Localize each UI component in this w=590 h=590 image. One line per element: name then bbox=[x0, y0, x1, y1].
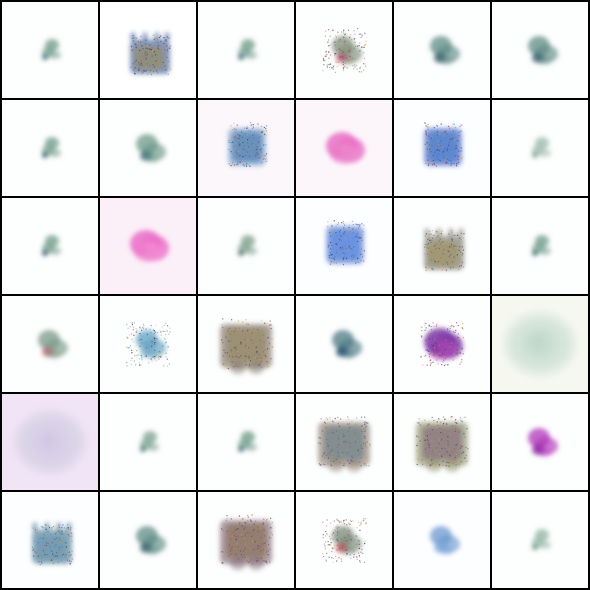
generated-sample-image bbox=[296, 2, 392, 98]
grid-tile bbox=[394, 100, 490, 196]
grid-tile bbox=[492, 100, 588, 196]
generated-sample-image bbox=[492, 198, 588, 294]
grid-tile bbox=[394, 198, 490, 294]
generated-sample-image bbox=[100, 100, 196, 196]
generated-sample-image bbox=[296, 394, 392, 490]
generated-sample-image bbox=[2, 100, 98, 196]
generated-sample-image bbox=[2, 198, 98, 294]
generated-sample-image bbox=[100, 296, 196, 392]
generated-sample-image bbox=[492, 2, 588, 98]
grid-tile bbox=[100, 198, 196, 294]
generated-sample-image bbox=[2, 296, 98, 392]
grid-tile bbox=[198, 2, 294, 98]
grid-tile bbox=[394, 394, 490, 490]
generated-sample-image bbox=[492, 100, 588, 196]
grid-tile bbox=[296, 198, 392, 294]
generated-sample-image bbox=[2, 492, 98, 588]
generated-sample-image bbox=[2, 2, 98, 98]
grid-tile bbox=[2, 100, 98, 196]
grid-tile bbox=[100, 394, 196, 490]
grid-tile bbox=[100, 2, 196, 98]
grid-tile bbox=[394, 2, 490, 98]
grid-tile bbox=[296, 394, 392, 490]
grid-tile bbox=[2, 2, 98, 98]
grid-tile bbox=[296, 296, 392, 392]
generated-sample-image bbox=[296, 198, 392, 294]
generated-sample-image bbox=[394, 492, 490, 588]
grid-tile bbox=[100, 492, 196, 588]
grid-tile bbox=[2, 492, 98, 588]
generated-sample-image bbox=[198, 492, 294, 588]
generated-sample-image bbox=[100, 492, 196, 588]
generated-sample-image bbox=[492, 492, 588, 588]
grid-tile bbox=[198, 492, 294, 588]
generated-sample-image bbox=[296, 100, 392, 196]
grid-tile bbox=[100, 296, 196, 392]
grid-tile bbox=[492, 198, 588, 294]
grid-tile bbox=[198, 296, 294, 392]
generated-sample-image bbox=[198, 198, 294, 294]
generated-sample-image bbox=[296, 492, 392, 588]
generated-sample-image bbox=[198, 2, 294, 98]
grid-tile bbox=[2, 394, 98, 490]
grid-tile bbox=[100, 100, 196, 196]
generated-sample-image bbox=[198, 296, 294, 392]
grid-tile bbox=[2, 198, 98, 294]
generated-sample-image bbox=[100, 394, 196, 490]
generated-sample-image bbox=[394, 100, 490, 196]
grid-tile bbox=[198, 198, 294, 294]
generated-sample-image bbox=[394, 198, 490, 294]
grid-tile bbox=[296, 100, 392, 196]
grid-tile bbox=[492, 492, 588, 588]
generated-sample-image bbox=[394, 2, 490, 98]
generated-sample-image bbox=[394, 296, 490, 392]
grid-tile bbox=[2, 296, 98, 392]
grid-tile bbox=[492, 2, 588, 98]
grid-tile bbox=[198, 394, 294, 490]
grid-tile bbox=[198, 100, 294, 196]
generated-sample-image bbox=[2, 394, 98, 490]
grid-tile bbox=[394, 296, 490, 392]
grid-tile bbox=[296, 492, 392, 588]
generated-sample-image bbox=[492, 394, 588, 490]
generated-sample-image bbox=[198, 394, 294, 490]
generated-sample-image bbox=[492, 296, 588, 392]
generated-sample-image bbox=[394, 394, 490, 490]
generated-sample-image bbox=[296, 296, 392, 392]
grid-tile bbox=[492, 296, 588, 392]
generated-sample-image bbox=[100, 198, 196, 294]
grid-tile bbox=[492, 394, 588, 490]
grid-tile bbox=[394, 492, 490, 588]
generated-sample-image bbox=[100, 2, 196, 98]
grid-tile bbox=[296, 2, 392, 98]
generated-sample-image bbox=[198, 100, 294, 196]
